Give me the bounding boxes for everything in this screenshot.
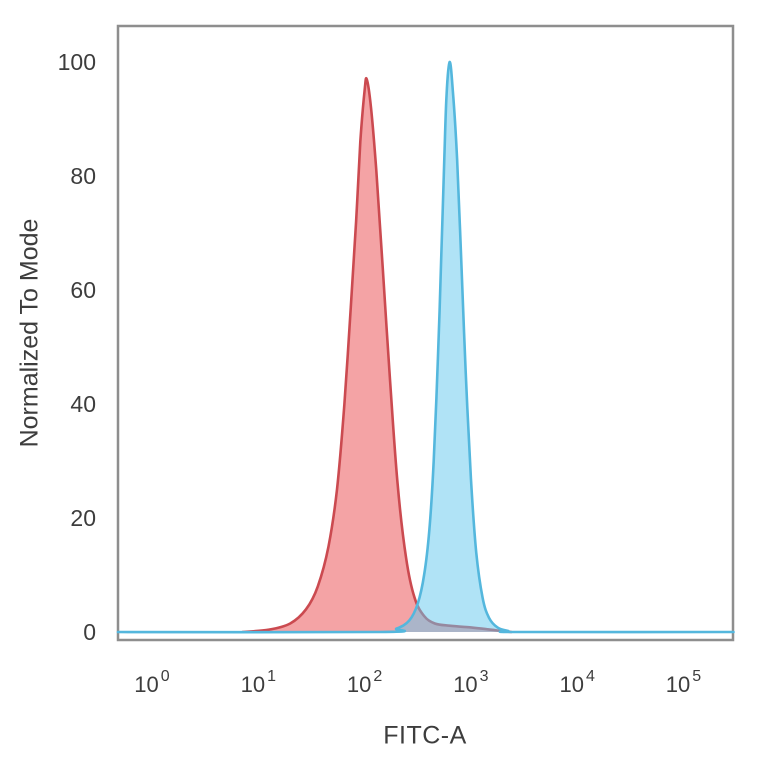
x-tick-exponent: 5 <box>692 668 702 685</box>
x-tick-base: 10 <box>665 672 691 697</box>
y-tick-label: 40 <box>70 391 96 417</box>
y-tick-label: 80 <box>70 163 96 189</box>
plot-border <box>116 24 735 642</box>
x-tick-base: 10 <box>453 672 478 697</box>
y-tick-label: 0 <box>83 619 96 645</box>
x-tick-base: 10 <box>559 672 584 697</box>
x-tick-base: 10 <box>346 672 372 697</box>
x-tick-label: 10 0 <box>134 668 169 698</box>
x-tick-label: 10 5 <box>665 668 701 698</box>
x-tick-exponent: 4 <box>585 668 595 685</box>
blue-histogram-fill <box>118 61 734 633</box>
x-tick-label: 10 4 <box>559 668 594 698</box>
x-tick-exponent: 3 <box>479 668 489 685</box>
x-tick-exponent: 1 <box>267 668 276 685</box>
y-tick-label: 60 <box>70 277 96 303</box>
x-axis-title: FITC-A <box>383 721 467 750</box>
y-tick-label: 100 <box>57 49 96 75</box>
x-tick-base: 10 <box>134 672 159 697</box>
y-tick-label: 20 <box>70 505 96 531</box>
x-tick-label: 10 2 <box>346 668 382 698</box>
x-tick-exponent: 2 <box>373 668 383 685</box>
x-tick-label: 10 3 <box>453 668 488 698</box>
x-tick-exponent: 0 <box>160 668 170 685</box>
red-histogram-fill <box>242 78 512 632</box>
x-tick-label: 10 1 <box>240 668 276 698</box>
blue-histogram-outline <box>116 60 735 634</box>
x-tick-base: 10 <box>240 672 266 697</box>
